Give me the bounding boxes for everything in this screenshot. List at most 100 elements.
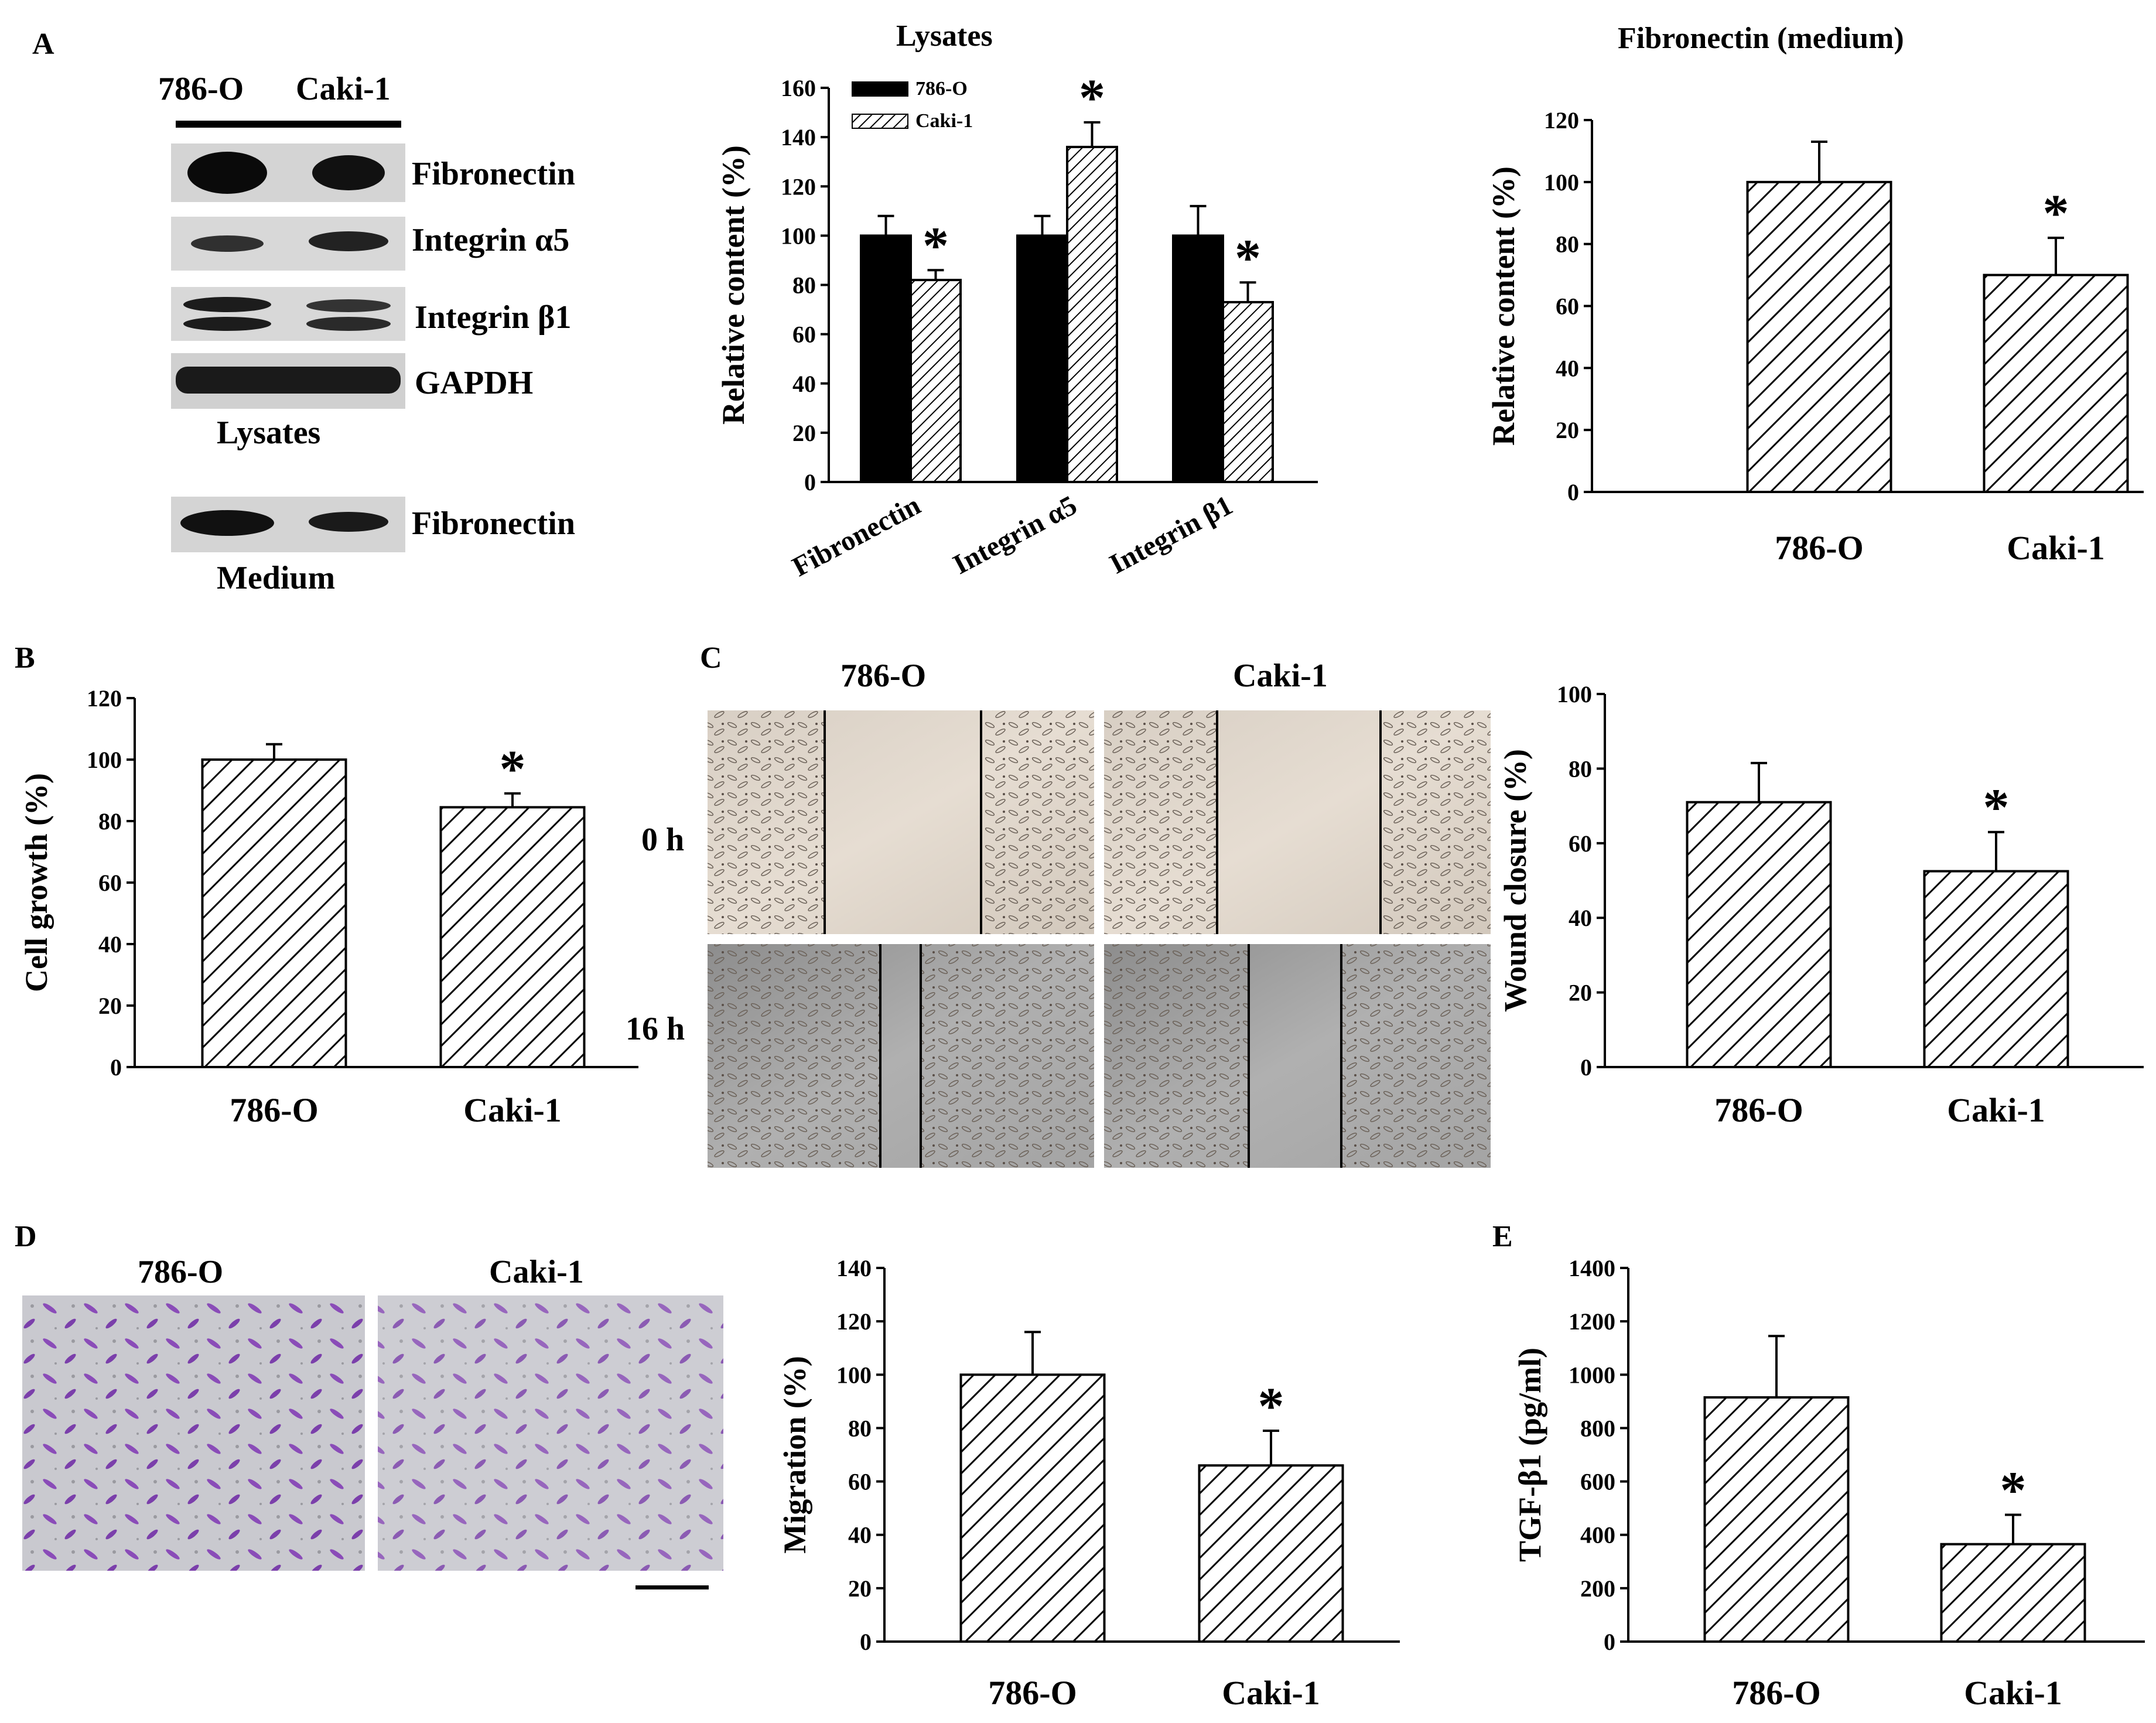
wound-col-label-786o: 786-O <box>840 658 926 694</box>
y-tick-label: 120 <box>1544 107 1579 134</box>
x-tick-label: 786-O <box>1714 1091 1803 1129</box>
x-tick-label: 786-O <box>1775 529 1863 567</box>
bar-Caki-1 <box>1222 300 1274 483</box>
y-tick-label: 20 <box>1556 417 1579 443</box>
y-tick-label: 0 <box>804 469 816 495</box>
western-blot: 786-O Caki-1 Fibronectin Integrin α5 Int… <box>158 71 575 596</box>
significance-star: * <box>922 217 949 275</box>
significance-star: * <box>1235 229 1261 287</box>
y-tick-label: 0 <box>1567 479 1579 505</box>
y-tick-label: 160 <box>781 75 816 101</box>
y-tick-label: 20 <box>98 993 122 1019</box>
y-tick-label: 40 <box>1569 905 1592 931</box>
y-tick-label: 60 <box>98 870 122 896</box>
y-tick-label: 0 <box>1580 1054 1592 1081</box>
y-tick-label: 20 <box>792 420 816 446</box>
significance-star: * <box>1258 1377 1284 1435</box>
y-tick-label: 0 <box>860 1629 872 1655</box>
y-tick-label: 140 <box>836 1255 872 1281</box>
lane-bar <box>176 121 401 128</box>
migration-col-label-786o: 786-O <box>138 1254 223 1290</box>
panel-label-d: D <box>15 1220 37 1253</box>
bar-Caki-1 <box>1066 145 1118 483</box>
y-tick-label: 100 <box>781 223 816 249</box>
panel-label-e: E <box>1492 1220 1513 1253</box>
legend-label: 786-O <box>915 78 968 100</box>
chart-wound_closure: 0 20 40 60 80 100 Wound closure (%) 786-O * Caki-… <box>1498 681 2144 1129</box>
bar-786-O <box>1686 801 1832 1068</box>
migration-images: 786-O Caki-1 <box>22 1254 723 1589</box>
migration-image-786o <box>22 1295 365 1571</box>
y-tick-label: 1200 <box>1569 1308 1615 1335</box>
bar-Caki-1 <box>1198 1464 1344 1643</box>
y-tick-label: 40 <box>848 1522 872 1548</box>
bar-786-O <box>201 758 347 1068</box>
significance-star: * <box>500 740 526 798</box>
band-label-gapdh: GAPDH <box>415 365 533 401</box>
legend-label: Caki-1 <box>915 110 973 132</box>
x-tick-label: Caki-1 <box>1222 1674 1320 1712</box>
charts: 0 20 40 60 80 100 120 140 160 Relative content (%… <box>19 19 2145 1712</box>
blot-band-gapdh <box>171 353 405 409</box>
lysates-caption: Lysates <box>217 415 320 451</box>
bar-Caki-1 <box>439 806 586 1068</box>
lane-label-786o: 786-O <box>158 71 244 107</box>
bar-Caki-1 <box>1923 870 2069 1068</box>
y-tick-label: 20 <box>848 1575 872 1602</box>
significance-star: * <box>1983 779 2010 837</box>
bar-786-O <box>1016 234 1068 483</box>
x-tick-label: 786-O <box>1732 1674 1820 1712</box>
y-tick-label: 80 <box>98 808 122 835</box>
y-tick-label: 100 <box>836 1362 872 1388</box>
blot-band-fibronectin <box>171 143 405 202</box>
wound-image-caki1-0h <box>1104 710 1491 934</box>
y-tick-label: 120 <box>781 173 816 200</box>
y-tick-label: 120 <box>836 1308 872 1335</box>
y-tick-label: 80 <box>1569 755 1592 782</box>
blot-band-integrin-a5 <box>171 217 405 271</box>
y-axis-label: TGF-β1 (pg/ml) <box>1512 1348 1547 1562</box>
y-axis-label: Relative content (%) <box>1486 166 1521 446</box>
y-tick-label: 60 <box>1556 293 1579 320</box>
migration-col-label-caki1: Caki-1 <box>489 1254 584 1290</box>
y-tick-label: 40 <box>792 371 816 397</box>
y-axis-label: Wound closure (%) <box>1498 749 1533 1012</box>
bar-786-O <box>1746 180 1892 494</box>
wound-image-786o-16h <box>708 944 1094 1168</box>
y-tick-label: 0 <box>110 1054 122 1081</box>
y-tick-label: 0 <box>1604 1629 1615 1655</box>
y-tick-label: 100 <box>1557 681 1592 707</box>
chart-tgf_beta1: 0 200 400 600 800 1000 1200 1400 TGF-β1 (pg/ml) 7… <box>1512 1255 2145 1712</box>
y-tick-label: 40 <box>98 931 122 958</box>
y-tick-label: 40 <box>1556 355 1579 381</box>
y-axis-label: Migration (%) <box>777 1356 812 1553</box>
chart-cell_growth: 0 20 40 60 80 100 120 Cell growth (%) 786-O * Caki… <box>19 685 638 1129</box>
y-tick-label: 80 <box>1556 231 1579 258</box>
blot-band-medium-fibronectin <box>171 497 405 552</box>
bar-786-O <box>959 1373 1106 1643</box>
panel-label-b: B <box>15 641 35 675</box>
y-tick-label: 800 <box>1580 1415 1615 1441</box>
wound-image-caki1-16h <box>1104 944 1491 1168</box>
chart-fibronectin_medium: 0 20 40 60 80 100 120 Relative content (%) Fibro… <box>1486 22 2144 567</box>
y-tick-label: 400 <box>1580 1522 1615 1548</box>
x-tick-label: Integrin β1 <box>1105 490 1238 580</box>
panel-label-a: A <box>32 28 54 61</box>
y-tick-label: 60 <box>792 322 816 348</box>
x-tick-label: Fibronectin <box>787 490 925 583</box>
band-label-integrin-a5: Integrin α5 <box>412 222 569 258</box>
y-tick-label: 1400 <box>1569 1255 1615 1281</box>
scale-bar <box>635 1585 709 1589</box>
chart-title: Fibronectin (medium) <box>1618 22 1904 55</box>
medium-caption: Medium <box>217 560 335 596</box>
band-label-medium-fibronectin: Fibronectin <box>412 505 575 542</box>
bar-Caki-1 <box>1940 1543 2086 1643</box>
bar-786-O <box>1172 234 1224 483</box>
y-tick-label: 80 <box>792 272 816 299</box>
wound-row-label-0h: 0 h <box>641 822 684 858</box>
wound-image-786o-0h <box>708 710 1094 934</box>
y-tick-label: 200 <box>1580 1575 1615 1602</box>
x-tick-label: Caki-1 <box>463 1091 562 1129</box>
y-tick-label: 120 <box>87 685 122 712</box>
